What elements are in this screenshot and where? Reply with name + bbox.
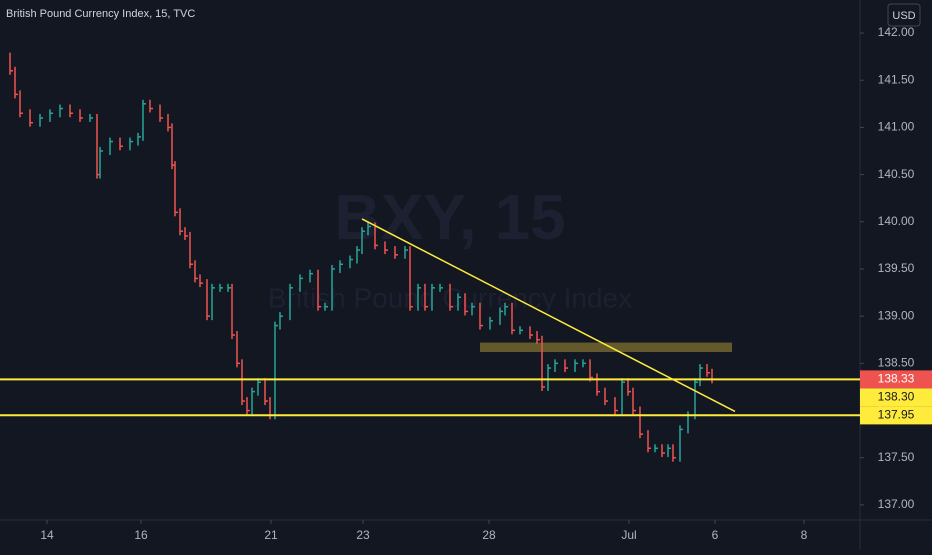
y-tick-label: 142.00 — [878, 25, 915, 39]
price-tag-label: 138.33 — [878, 372, 915, 386]
x-tick-label: Jul — [621, 528, 636, 542]
zone — [480, 342, 732, 353]
y-tick-label: 137.50 — [878, 450, 915, 464]
x-tick-label: 28 — [482, 528, 496, 542]
y-tick-label: 141.50 — [878, 72, 915, 86]
currency-button[interactable] — [887, 3, 921, 27]
y-tick-label: 140.50 — [878, 167, 915, 181]
y-tick-label: 137.00 — [878, 497, 915, 511]
y-tick-label: 141.00 — [878, 120, 915, 134]
y-tick-label: 139.00 — [878, 308, 915, 322]
price-tag — [860, 370, 932, 389]
price-tag-label: 138.30 — [878, 390, 915, 404]
x-tick-label: 14 — [40, 528, 54, 542]
trendline — [361, 218, 736, 413]
x-tick-label: 21 — [264, 528, 278, 542]
y-tick-label: 139.50 — [878, 261, 915, 275]
price-tag-label: 137.95 — [878, 408, 915, 422]
x-tick-label: 23 — [356, 528, 370, 542]
watermark: BXY, 15 — [334, 181, 565, 253]
x-tick-label: 6 — [712, 528, 719, 542]
y-tick-label: 138.50 — [878, 356, 915, 370]
price-tag — [860, 388, 932, 407]
x-tick-label: 16 — [134, 528, 148, 542]
chart-title: British Pound Currency Index, 15, TVC — [6, 8, 195, 20]
currency-label[interactable]: USD — [892, 10, 915, 22]
x-tick-label: 8 — [801, 528, 808, 542]
y-tick-label: 140.00 — [878, 214, 915, 228]
price-tag — [860, 406, 932, 425]
